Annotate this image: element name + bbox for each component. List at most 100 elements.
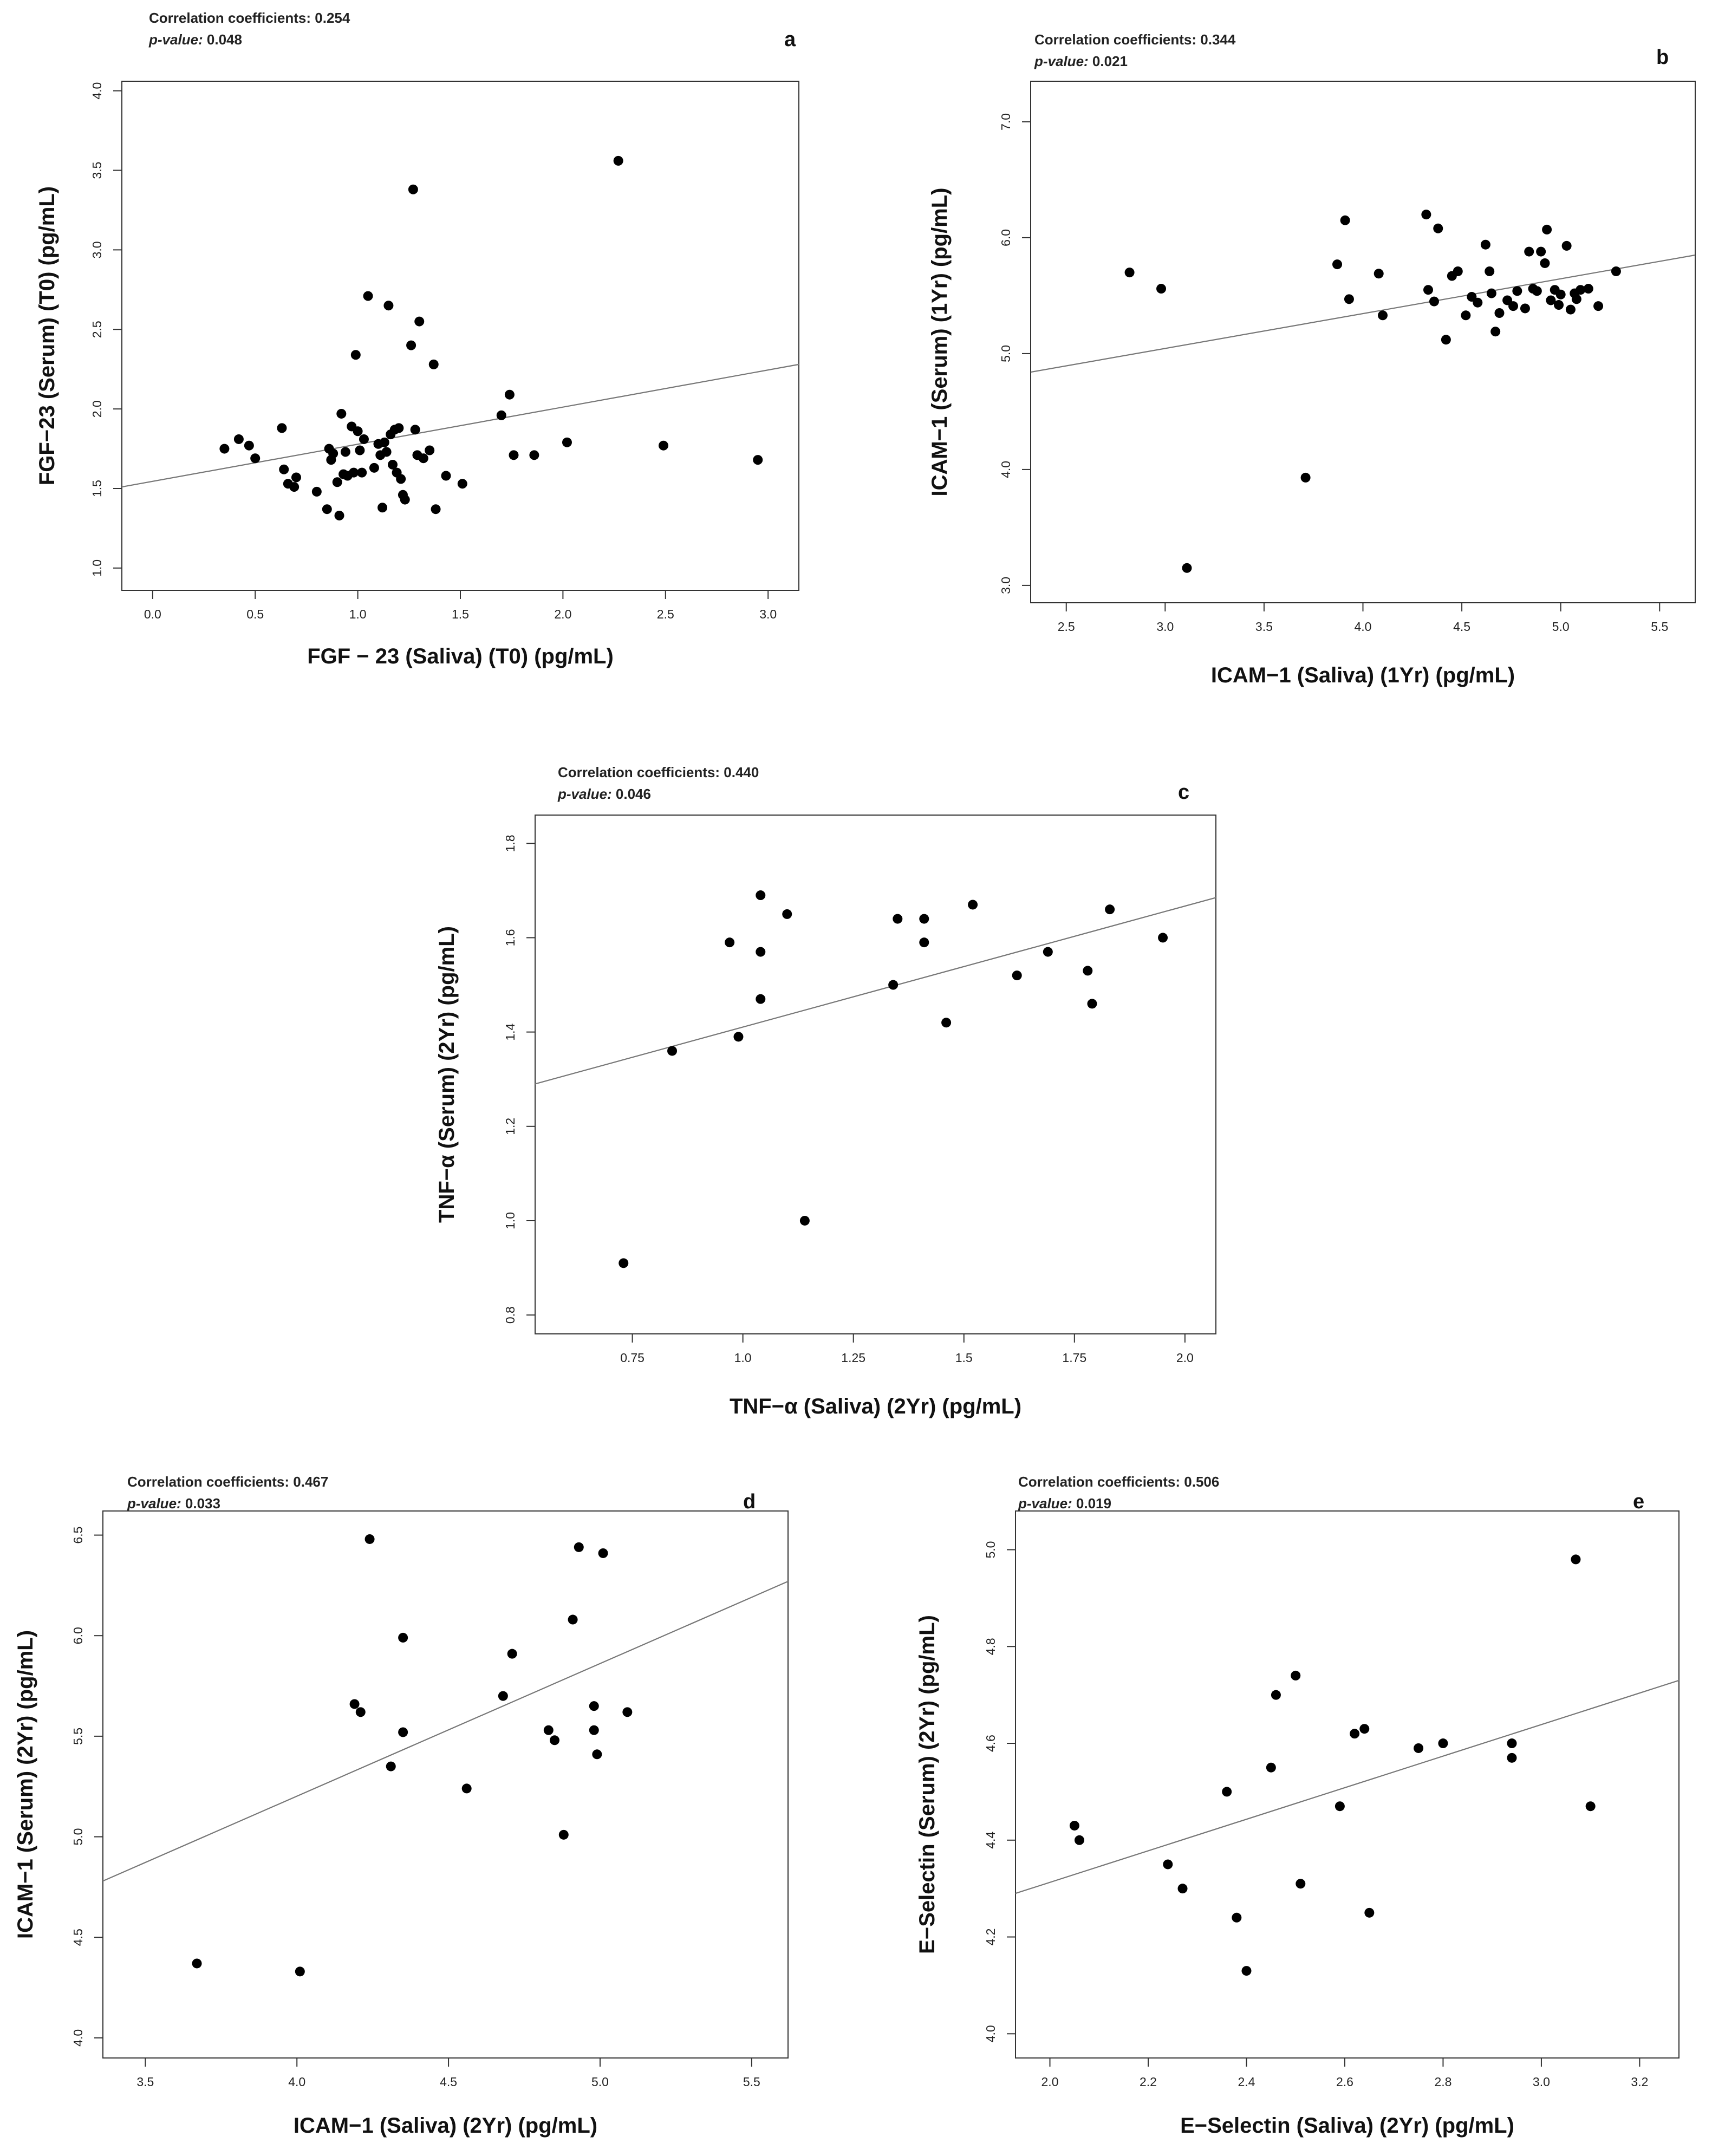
y-tick-label: 2.5 <box>90 321 104 338</box>
x-tick-label: 4.0 <box>1355 620 1372 634</box>
data-point <box>756 947 766 957</box>
data-point <box>1524 246 1534 257</box>
data-point <box>659 440 668 451</box>
data-point <box>363 291 373 301</box>
panel-d: Correlation coefficients: 0.467 p-value: … <box>14 1474 789 2138</box>
y-tick-label: 5.0 <box>71 1828 85 1846</box>
y-tick-label: 6.0 <box>999 229 1013 246</box>
data-point <box>1536 246 1546 257</box>
data-point <box>1480 239 1490 250</box>
data-point <box>1507 1753 1517 1763</box>
data-point <box>1266 1762 1276 1773</box>
y-tick-label: 3.0 <box>90 241 104 258</box>
x-tick-label: 1.75 <box>1062 1351 1086 1365</box>
data-point <box>1490 327 1501 337</box>
y-tick-label: 1.0 <box>90 559 104 577</box>
data-point <box>1271 1690 1281 1700</box>
y-tick-label: 3.5 <box>90 162 104 179</box>
data-point <box>1241 1966 1252 1976</box>
data-point <box>1158 933 1168 943</box>
data-point <box>388 459 398 470</box>
data-point <box>1438 1738 1448 1749</box>
p-value-label: p-value: <box>557 786 612 802</box>
data-point <box>1561 240 1572 251</box>
x-axis-title: TNF−α (Saliva) (2Yr) (pg/mL) <box>730 1395 1021 1418</box>
plot-frame <box>1030 81 1696 603</box>
data-point <box>410 425 420 435</box>
p-value-text: p-value: 0.048 <box>148 31 242 48</box>
x-tick-label: 2.5 <box>657 607 674 621</box>
data-point <box>1473 297 1483 308</box>
plot-frame <box>102 1510 789 2059</box>
data-point <box>1291 1670 1301 1680</box>
data-point <box>349 467 359 478</box>
p-value-number: 0.033 <box>181 1495 220 1512</box>
data-point <box>334 510 344 520</box>
data-point <box>406 340 416 350</box>
data-point <box>1453 266 1463 276</box>
y-tick-label: 4.0 <box>71 2029 85 2047</box>
data-point <box>1414 1743 1424 1753</box>
y-tick-label: 4.4 <box>984 1832 998 1849</box>
y-tick-label: 1.2 <box>503 1118 517 1135</box>
y-tick-label: 1.6 <box>503 929 517 946</box>
data-point <box>336 408 347 419</box>
x-tick-label: 2.0 <box>1041 2075 1059 2089</box>
p-value-text: p-value: 0.021 <box>1034 53 1128 69</box>
correlation-coefficient-text: Correlation coefficients: 0.254 <box>149 10 350 26</box>
data-point <box>543 1725 554 1735</box>
p-value-text: p-value: 0.046 <box>557 786 651 802</box>
data-point <box>589 1701 599 1711</box>
data-point <box>277 423 287 433</box>
correlation-coefficient-text: Correlation coefficients: 0.506 <box>1018 1474 1219 1490</box>
y-tick-label: 6.0 <box>71 1627 85 1644</box>
data-point <box>509 450 519 460</box>
p-value-text: p-value: 0.033 <box>127 1495 220 1512</box>
plot-frame <box>535 815 1216 1334</box>
data-point <box>357 467 367 478</box>
data-point <box>1520 303 1530 314</box>
data-point <box>291 472 301 483</box>
x-axis-title: ICAM−1 (Saliva) (2Yr) (pg/mL) <box>294 2114 597 2138</box>
data-point <box>250 453 261 464</box>
y-tick-label: 1.8 <box>503 835 517 852</box>
data-point <box>888 980 899 990</box>
x-tick-label: 5.5 <box>743 2075 760 2089</box>
data-point <box>613 155 623 166</box>
x-tick-label: 2.6 <box>1336 2075 1353 2089</box>
data-point <box>598 1548 608 1558</box>
data-point <box>408 184 418 194</box>
data-point <box>425 445 435 455</box>
data-point <box>279 464 289 474</box>
data-point <box>1555 289 1566 299</box>
data-point <box>322 504 332 514</box>
data-point <box>1461 310 1471 321</box>
panel-c: Correlation coefficients: 0.440 p-value: … <box>435 764 1216 1418</box>
data-point <box>1105 904 1115 915</box>
panel-b: Correlation coefficients: 0.344 p-value: … <box>928 31 1696 687</box>
y-tick-label: 1.0 <box>503 1212 517 1229</box>
panel-e: Correlation coefficients: 0.506 p-value: … <box>915 1474 1680 2138</box>
x-tick-label: 4.5 <box>440 2075 457 2089</box>
data-point <box>1340 215 1350 225</box>
x-tick-label: 2.0 <box>554 607 571 621</box>
data-point <box>507 1649 517 1659</box>
data-point <box>1332 259 1343 270</box>
data-point <box>1571 1554 1581 1565</box>
x-tick-label: 3.2 <box>1631 2075 1648 2089</box>
x-axis-title: E−Selectin (Saliva) (2Yr) (pg/mL) <box>1180 2114 1514 2138</box>
y-tick-label: 4.0 <box>999 461 1013 478</box>
data-point <box>1182 563 1192 573</box>
data-point <box>1611 266 1621 276</box>
data-point <box>756 994 766 1004</box>
data-point <box>496 410 506 420</box>
panel-letter: c <box>1178 781 1189 804</box>
data-point <box>568 1614 578 1625</box>
data-point <box>353 426 363 437</box>
data-point <box>1222 1787 1232 1797</box>
panel-letter: a <box>784 28 796 51</box>
data-point <box>529 450 539 460</box>
data-point <box>919 937 929 948</box>
y-tick-label: 1.4 <box>503 1023 517 1040</box>
regression-line <box>535 897 1216 1085</box>
